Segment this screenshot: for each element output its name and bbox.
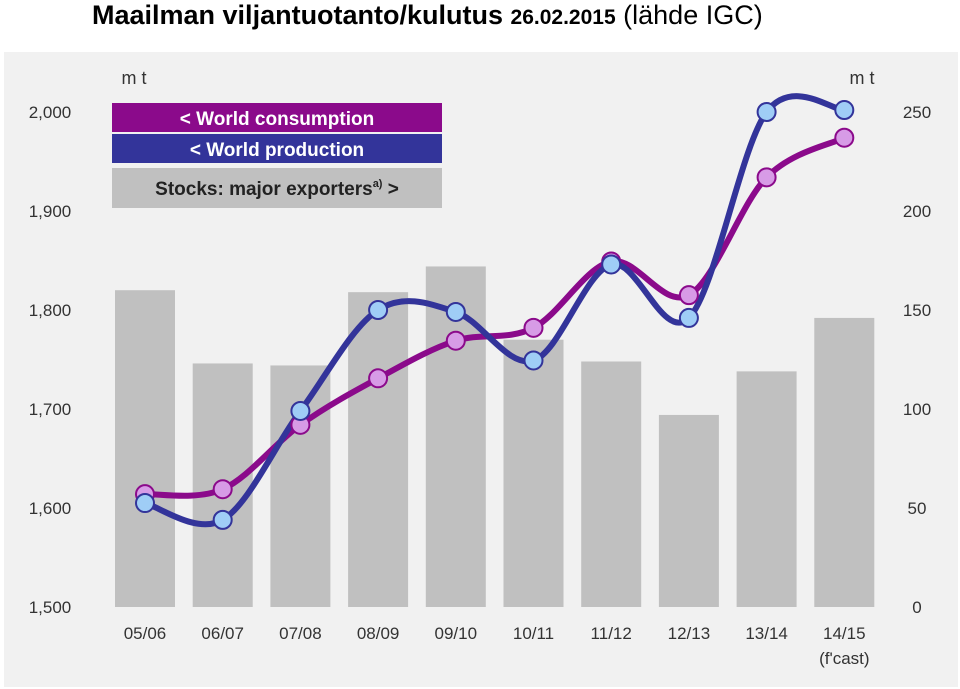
legend-stocks-suffix: > bbox=[382, 179, 398, 200]
consumption-point-12/13 bbox=[678, 285, 699, 306]
production-point-09/10 bbox=[445, 301, 466, 322]
ticks-layer: 1,500 1,600 1,700 1,800 1,900 2,000 0 50 100 150 2… bbox=[29, 103, 931, 668]
consumption-point-10/11 bbox=[523, 317, 544, 338]
left-tick-label: 1,600 bbox=[29, 499, 72, 518]
chart-panel: 1,500 1,600 1,700 1,800 1,900 2,000 0 50 100 150 2… bbox=[4, 52, 958, 687]
right-tick-label: 250 bbox=[903, 103, 931, 122]
legend-label-consumption: < World consumption bbox=[180, 109, 374, 130]
production-line bbox=[142, 93, 848, 528]
stocks-bar-11/12 bbox=[581, 361, 642, 607]
production-point-08/09 bbox=[368, 300, 389, 320]
stocks-bar-14/15 bbox=[814, 317, 875, 607]
right-axis-unit: m t bbox=[850, 68, 875, 88]
legend-swatch-stocks bbox=[112, 168, 442, 208]
legend-stocks-name: Stocks: major exporters bbox=[155, 179, 373, 200]
chart-svg: 1,500 1,600 1,700 1,800 1,900 2,000 0 50 100 150 2… bbox=[29, 68, 931, 668]
left-tick-label: 2,000 bbox=[29, 103, 72, 122]
production-point-13/14 bbox=[756, 102, 777, 122]
markers-layer bbox=[135, 100, 855, 530]
x-tick-label: 07/08 bbox=[279, 624, 322, 643]
page-title: Maailman viljantuotanto/kulutus 26.02.20… bbox=[92, 0, 763, 31]
consumption-point-08/09 bbox=[368, 368, 389, 389]
production-point-06/07 bbox=[212, 509, 233, 530]
lines-layer bbox=[142, 93, 848, 528]
production-point-05/06 bbox=[135, 493, 155, 514]
x-tick-label: 10/11 bbox=[513, 624, 554, 643]
x-tick-label: 05/06 bbox=[124, 624, 167, 643]
stocks-bar-05/06 bbox=[115, 290, 175, 607]
legend-swatch-consumption bbox=[112, 103, 442, 132]
left-tick-label: 1,800 bbox=[29, 301, 72, 320]
legend-label-stocks: Stocks: major exportersa) > bbox=[155, 178, 399, 200]
consumption-point-09/10 bbox=[445, 330, 466, 351]
consumption-point-13/14 bbox=[756, 167, 777, 188]
production-point-07/08 bbox=[290, 400, 311, 421]
left-axis-unit: m t bbox=[122, 68, 147, 88]
x-tick-label: 09/10 bbox=[435, 624, 478, 643]
right-tick-label: 150 bbox=[903, 301, 931, 320]
right-tick-label: 50 bbox=[908, 499, 927, 518]
title-main: Maailman viljantuotanto/kulutus bbox=[92, 0, 511, 30]
production-point-14/15 bbox=[834, 100, 855, 121]
x-tick-label: 13/14 bbox=[745, 624, 788, 643]
bars-layer bbox=[115, 266, 875, 607]
right-tick-label: 0 bbox=[912, 598, 921, 617]
consumption-point-14/15 bbox=[834, 127, 855, 148]
stocks-bar-12/13 bbox=[658, 414, 719, 607]
consumption-line bbox=[142, 134, 848, 499]
x-tick-label: 06/07 bbox=[201, 624, 244, 643]
stocks-bar-08/09 bbox=[348, 292, 409, 607]
x-tick-label: 12/13 bbox=[668, 624, 711, 643]
stocks-bar-10/11 bbox=[503, 339, 564, 607]
consumption-point-06/07 bbox=[212, 479, 233, 500]
legend-label-production: < World production bbox=[190, 140, 364, 161]
left-tick-label: 1,500 bbox=[29, 598, 72, 617]
stocks-bar-13/14 bbox=[736, 371, 797, 607]
right-tick-label: 200 bbox=[903, 202, 931, 221]
production-point-11/12 bbox=[601, 254, 622, 275]
x-tick-label: 11/12 bbox=[591, 624, 632, 643]
left-tick-label: 1,900 bbox=[29, 202, 72, 221]
left-tick-label: 1,700 bbox=[29, 400, 72, 419]
legend: < World consumption < World production S… bbox=[112, 103, 442, 208]
legend-stocks-superscript: a) bbox=[373, 178, 383, 190]
title-source: (lähde IGC) bbox=[615, 0, 763, 30]
x-tick-label: 08/09 bbox=[357, 624, 400, 643]
x-tick-label: 14/15 bbox=[823, 624, 866, 643]
right-tick-label: 100 bbox=[903, 400, 931, 419]
production-point-10/11 bbox=[523, 350, 544, 371]
title-date: 26.02.2015 bbox=[510, 6, 616, 29]
x-tick-note: (f'cast) bbox=[819, 649, 869, 668]
production-point-12/13 bbox=[678, 307, 699, 328]
legend-swatch-production bbox=[112, 134, 442, 163]
